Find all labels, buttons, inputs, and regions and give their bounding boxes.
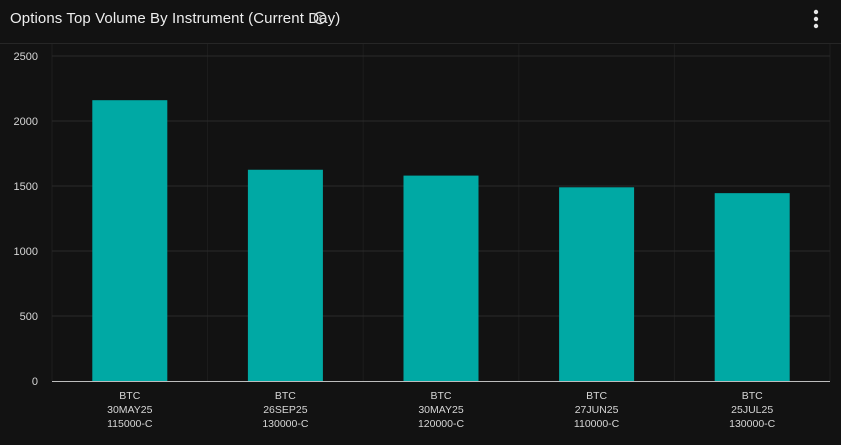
- x-tick-label: 30MAY25: [418, 404, 463, 416]
- x-tick-label: BTC: [275, 390, 296, 402]
- x-tick-label: 25JUL25: [731, 404, 773, 416]
- x-tick-label: 27JUN25: [575, 404, 619, 416]
- y-tick-label: 0: [32, 376, 38, 388]
- x-tick-label: BTC: [742, 390, 763, 402]
- x-tick-label: BTC: [119, 390, 140, 402]
- chart-title: Options Top Volume By Instrument (Curren…: [10, 10, 341, 27]
- y-tick-label: 1500: [14, 181, 38, 193]
- x-tick-label: 115000-C: [107, 418, 153, 430]
- bar-chart: 0 500 1000 1500 2000 2500 BTC 30MAY25 115000-C BT…: [14, 44, 831, 430]
- info-icon[interactable]: [313, 11, 327, 25]
- y-tick-label: 2000: [14, 116, 38, 128]
- bar[interactable]: [403, 175, 479, 381]
- x-tick-label: 26SEP25: [263, 404, 308, 416]
- y-tick-label: 2500: [14, 51, 38, 63]
- bar[interactable]: [92, 100, 168, 381]
- bar[interactable]: [247, 169, 323, 381]
- bar[interactable]: [714, 193, 790, 381]
- x-tick-label: 130000-C: [729, 418, 776, 430]
- more-vertical-icon[interactable]: [806, 7, 826, 31]
- x-tick-label: 30MAY25: [107, 404, 152, 416]
- bar[interactable]: [559, 187, 635, 381]
- x-tick-label: 130000-C: [262, 418, 309, 430]
- x-tick-label: BTC: [586, 390, 607, 402]
- y-tick-label: 1000: [14, 246, 38, 258]
- chart-area: 0 500 1000 1500 2000 2500 BTC 30MAY25 115000-C BT…: [0, 44, 841, 445]
- x-tick-label: 120000-C: [418, 418, 465, 430]
- x-tick-label: 110000-C: [574, 418, 620, 430]
- y-tick-label: 500: [20, 311, 38, 323]
- panel-header: Options Top Volume By Instrument (Curren…: [0, 0, 841, 44]
- x-tick-label: BTC: [431, 390, 452, 402]
